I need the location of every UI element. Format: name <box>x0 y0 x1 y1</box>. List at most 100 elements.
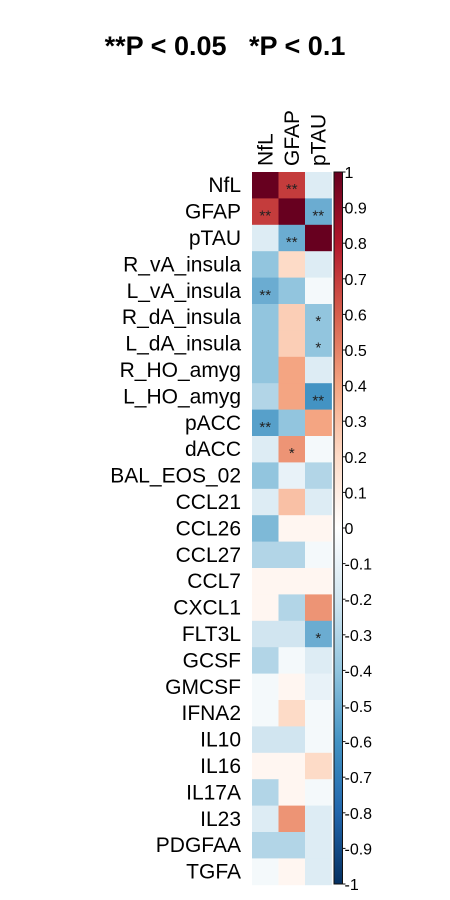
heatmap-cell <box>252 832 279 859</box>
heatmap-cell <box>252 462 279 490</box>
heatmap-cell <box>305 515 332 542</box>
heatmap-cell <box>252 304 279 331</box>
heatmap-cell <box>305 832 332 859</box>
row-label: CCL26 <box>176 517 241 540</box>
colorbar-tick-label: -0.3 <box>345 628 373 645</box>
heatmap-cell <box>278 277 306 305</box>
heatmap-cell <box>305 858 332 886</box>
heatmap-cell <box>252 515 279 542</box>
row-label: L_HO_amyg <box>123 385 241 408</box>
row-label: FLT3L <box>182 623 241 646</box>
significance-marks: **** ************** <box>259 181 324 647</box>
significance-mark: ** <box>259 208 271 225</box>
heatmap-cell <box>305 356 332 384</box>
heatmap-cell <box>252 647 279 674</box>
heatmap-cell <box>252 198 279 226</box>
colorbar-tick-label: 0.5 <box>345 343 367 360</box>
heatmap-cell <box>278 832 306 859</box>
row-label: CCL21 <box>176 491 241 514</box>
heatmap-cell <box>305 620 332 648</box>
colorbar-tick-label: 0.2 <box>345 450 367 467</box>
colorbar-tick-label: -0.8 <box>345 806 373 823</box>
heatmap-cell <box>278 409 306 437</box>
row-label: IL17A <box>186 781 241 804</box>
heatmap-cell <box>252 488 279 516</box>
row-label: PDGFAA <box>156 834 241 857</box>
chart-title: **P < 0.05 *P < 0.1 <box>105 31 346 61</box>
colorbar-tick-label: 1 <box>345 165 354 182</box>
colorbar-tick-label: -0.7 <box>345 770 373 787</box>
colorbar-tick-label: 0.9 <box>345 201 367 218</box>
heatmap-cell <box>252 224 279 252</box>
heatmap-cell <box>252 726 279 754</box>
column-label: pTAU <box>307 114 330 166</box>
heatmap-cell <box>252 594 279 622</box>
heatmap-cell <box>278 541 306 569</box>
heatmap-cells <box>252 172 332 886</box>
heatmap-cell <box>305 436 332 463</box>
heatmap-cell <box>278 805 306 833</box>
heatmap-cell <box>305 462 332 490</box>
heatmap-cell <box>278 198 306 226</box>
row-label: R_dA_insula <box>122 306 241 329</box>
colorbar-tick-label: -0.2 <box>345 592 373 609</box>
significance-mark: ** <box>312 208 324 225</box>
row-label: CXCL1 <box>173 597 241 620</box>
heatmap-cell <box>305 330 332 358</box>
heatmap-cell <box>278 515 306 542</box>
heatmap-cell <box>305 647 332 674</box>
significance-mark: ** <box>286 181 298 198</box>
heatmap-cell <box>305 172 332 199</box>
row-label: BAL_EOS_02 <box>110 465 241 488</box>
column-label: GFAP <box>281 110 304 166</box>
colorbar-ticks: 1 0.9 0.8 0.7 0.6 0.5 0.4 0.3 0.2 0.1 0 -0.1 -0.2 -0.… <box>342 165 373 894</box>
heatmap-cell <box>252 356 279 384</box>
heatmap-cell <box>278 858 306 886</box>
heatmap-cell <box>252 673 279 701</box>
heatmap-cell <box>278 224 306 252</box>
heatmap-cell <box>305 224 332 252</box>
significance-mark: ** <box>259 287 271 304</box>
heatmap-cell <box>278 620 306 648</box>
heatmap-cell <box>305 488 332 516</box>
heatmap-cell <box>252 620 279 648</box>
heatmap-cell <box>278 330 306 358</box>
row-labels: NfL GFAP pTAU R_vA_insula L_vA_insula R_dA_in… <box>110 174 241 883</box>
significance-mark: * <box>315 340 321 357</box>
heatmap-cell <box>278 700 306 727</box>
heatmap-cell <box>305 726 332 754</box>
heatmap-cell <box>305 779 332 806</box>
heatmap-cell <box>305 277 332 305</box>
heatmap-cell <box>305 673 332 701</box>
colorbar-tick-label: -0.9 <box>345 841 373 858</box>
heatmap-cell <box>278 673 306 701</box>
heatmap-cell <box>278 251 306 278</box>
significance-mark: * <box>315 313 321 330</box>
heatmap-cell <box>278 383 306 410</box>
row-label: R_HO_amyg <box>120 359 241 382</box>
row-label: CCL7 <box>187 570 241 593</box>
heatmap-cell <box>305 568 332 595</box>
colorbar: 1 0.9 0.8 0.7 0.6 0.5 0.4 0.3 0.2 0.1 0 -0.1 -0.2 -0.… <box>333 165 373 894</box>
row-label: IL23 <box>200 808 241 831</box>
heatmap-cell <box>305 383 332 410</box>
heatmap-cell <box>252 752 279 780</box>
colorbar-tick-label: 0 <box>345 521 354 538</box>
heatmap-cell <box>278 488 306 516</box>
row-label: L_dA_insula <box>125 333 241 356</box>
significance-mark: ** <box>286 234 298 251</box>
colorbar-tick-label: -1 <box>345 877 359 894</box>
heatmap-cell <box>252 858 279 886</box>
row-label: TGFA <box>186 861 241 884</box>
colorbar-tick-label: 0.8 <box>345 236 367 253</box>
heatmap-cell <box>252 568 279 595</box>
heatmap-cell <box>252 805 279 833</box>
row-label: CCL27 <box>176 544 241 567</box>
heatmap-cell <box>305 752 332 780</box>
colorbar-tick-label: 0.7 <box>345 272 367 289</box>
heatmap-cell <box>278 726 306 754</box>
heatmap-cell <box>278 462 306 490</box>
colorbar-gradient <box>333 171 343 885</box>
heatmap-cell <box>252 779 279 806</box>
